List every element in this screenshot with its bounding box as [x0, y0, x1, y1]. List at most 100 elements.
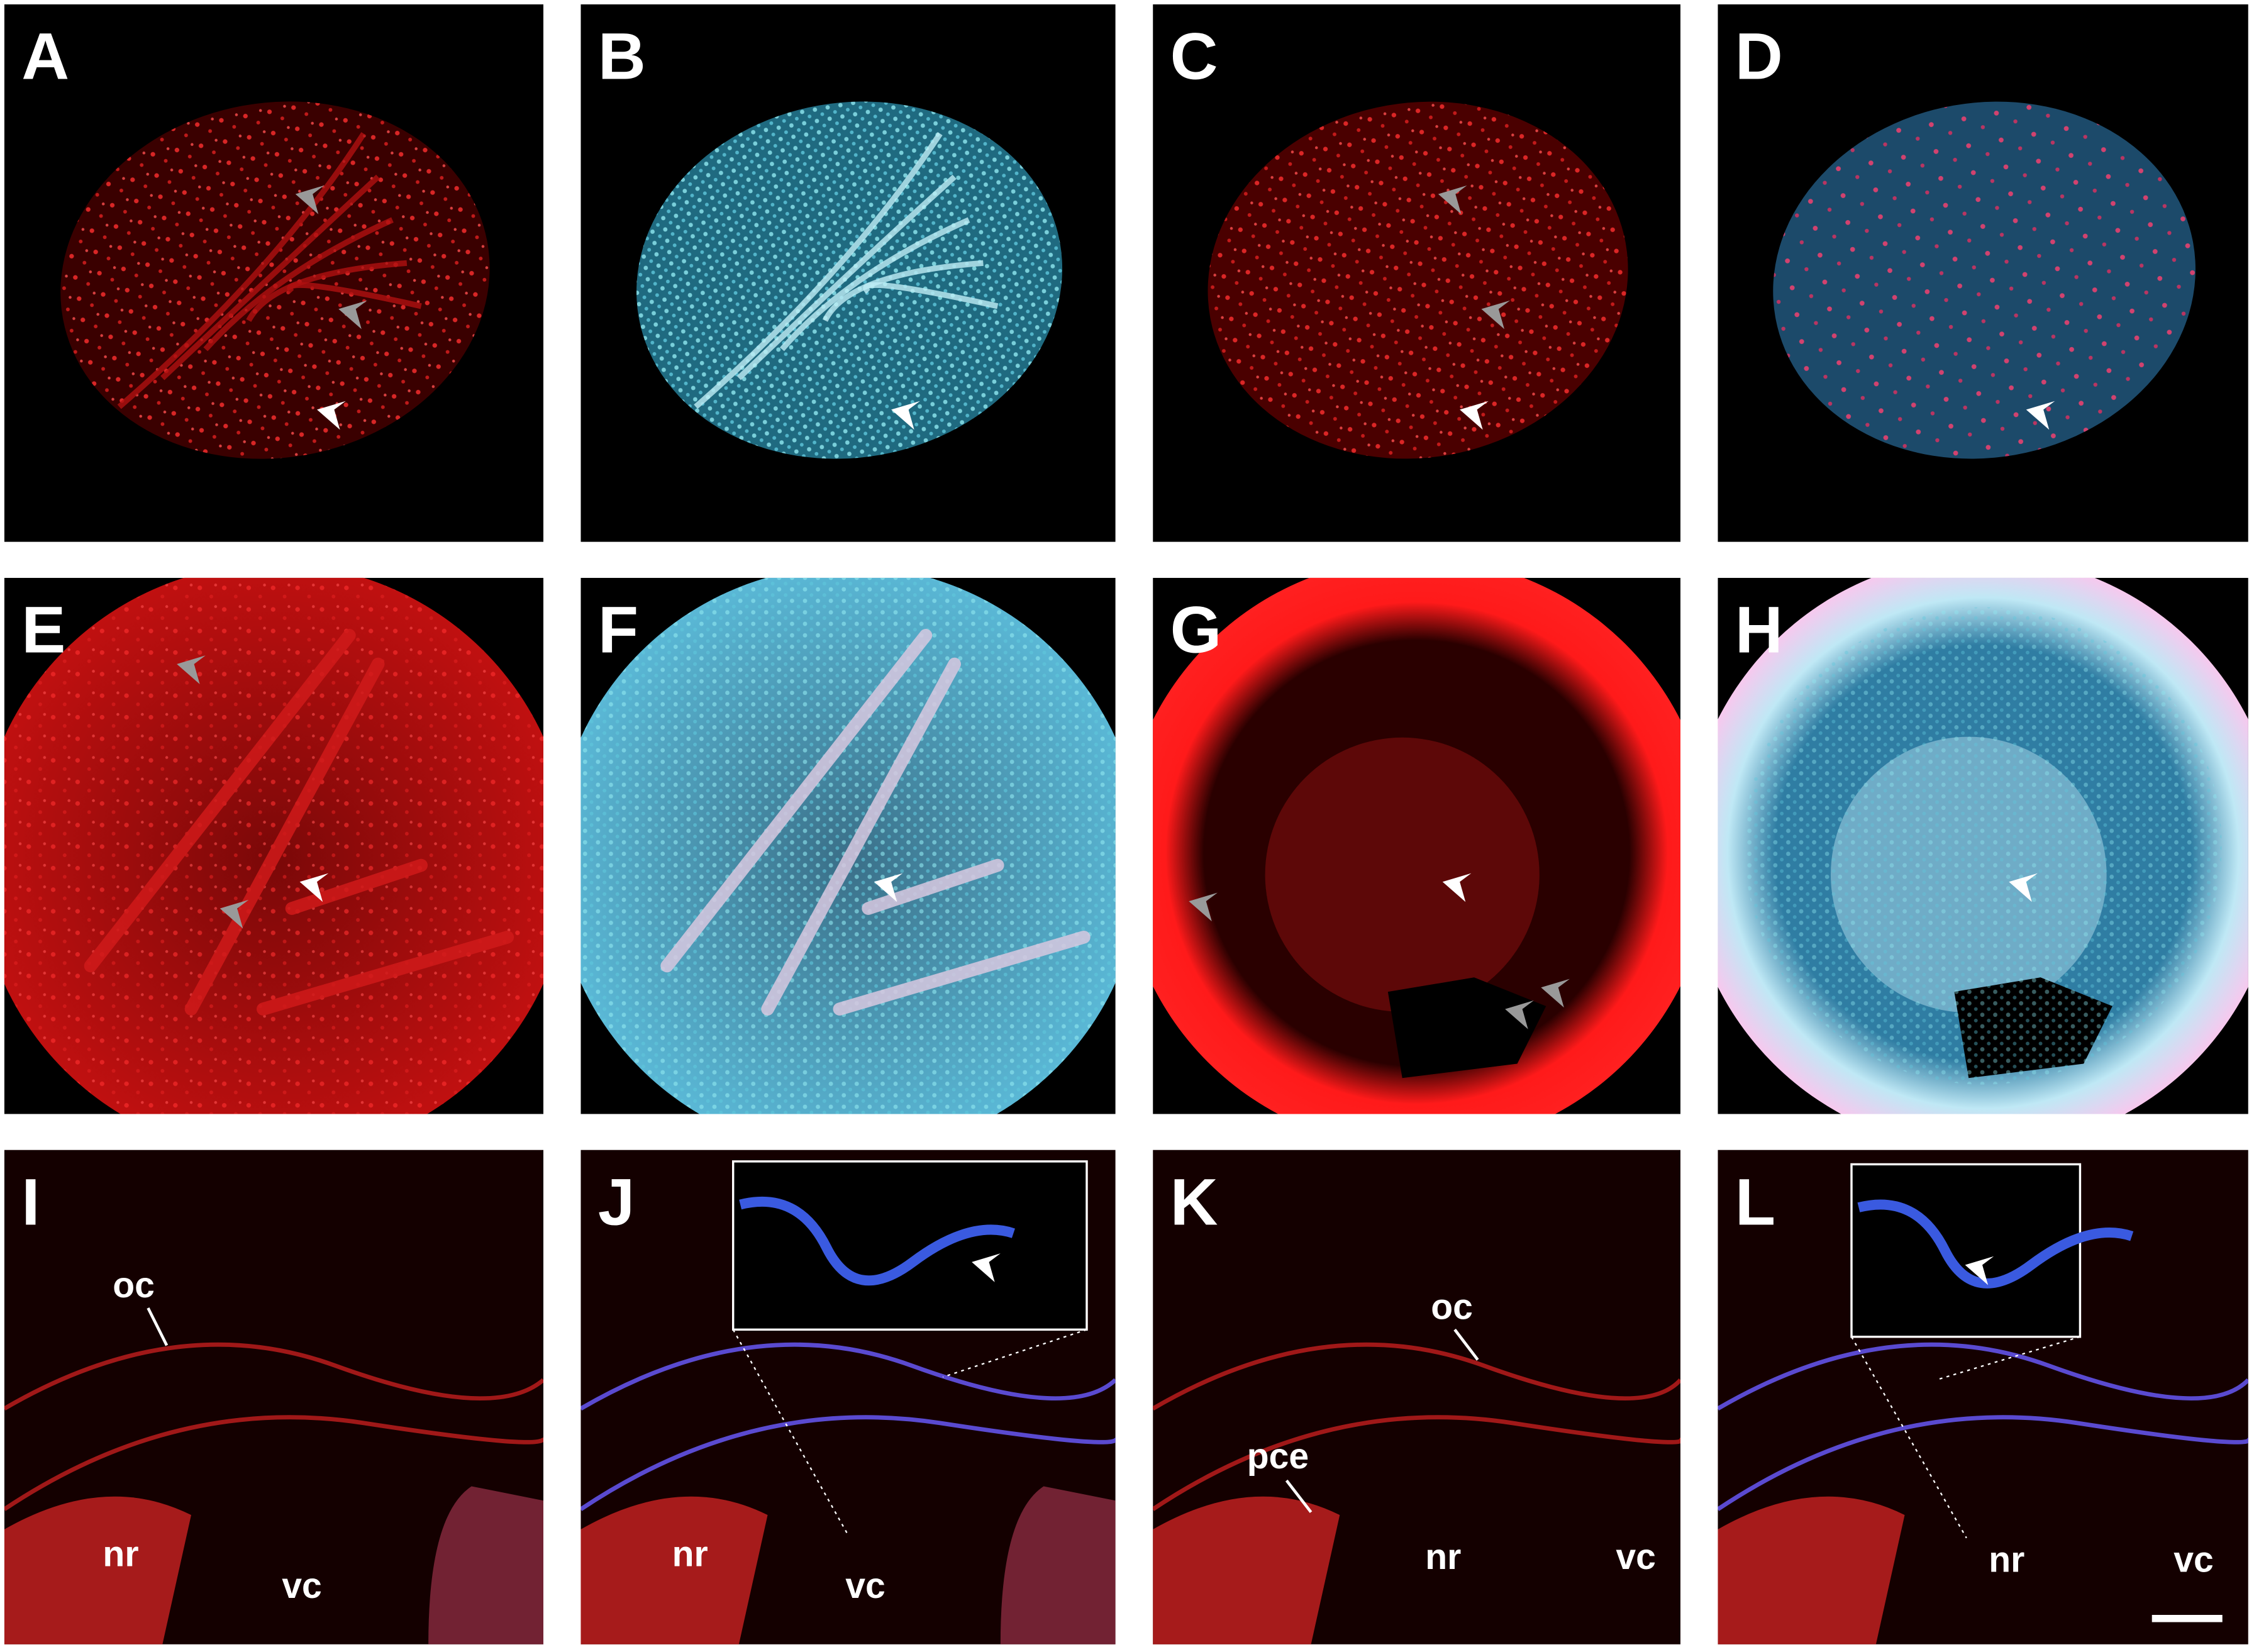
fiber [833, 931, 1091, 1016]
annotation: pce [1247, 1436, 1309, 1477]
tissue-texture [4, 577, 543, 1114]
neural-retina [428, 1486, 543, 1644]
membrane [1153, 1415, 1680, 1511]
membrane [1153, 1342, 1680, 1411]
fiber [660, 629, 933, 973]
fiber [117, 132, 367, 409]
arrowhead [299, 873, 329, 902]
fiber [863, 282, 999, 309]
panel: nr vc J [580, 1150, 1116, 1644]
tissue-texture [1744, 607, 2222, 1085]
inset [732, 1160, 1088, 1331]
tissue-texture [580, 577, 1116, 1114]
panel-label: D [1735, 20, 1783, 94]
panel-label: F [598, 594, 638, 667]
neural-retina [580, 1496, 768, 1644]
arrowhead [2009, 873, 2038, 902]
panel: oc pce nr vc K [1153, 1150, 1680, 1644]
panel: G [1153, 577, 1680, 1114]
neural-retina [4, 1496, 191, 1644]
fiber [862, 858, 1004, 915]
fiber [779, 217, 970, 352]
panel: D [1718, 4, 2248, 542]
tissue-texture [1208, 101, 1628, 459]
membrane [580, 1342, 1116, 1411]
leader-line [147, 1307, 169, 1346]
inset-cells [1857, 1199, 2134, 1289]
hole [1387, 977, 1546, 1078]
fiber [694, 132, 943, 409]
panel-label: H [1735, 594, 1783, 667]
panel-label: G [1170, 594, 1222, 667]
annotation: vc [845, 1566, 886, 1606]
membrane [1718, 1415, 2248, 1511]
inset-cells [739, 1196, 1015, 1286]
arrowhead [1481, 300, 1511, 330]
panel-label: C [1170, 20, 1218, 94]
arrowhead [1541, 978, 1570, 1008]
panel: C [1153, 4, 1680, 542]
annotation: nr [1989, 1540, 2024, 1580]
fiber [287, 282, 422, 309]
tissue-texture [636, 101, 1063, 459]
membrane [4, 1342, 543, 1411]
panel: E [4, 577, 543, 1114]
tissue-texture [1773, 101, 2196, 459]
panel: F [580, 577, 1116, 1114]
panel: H [1718, 577, 2248, 1114]
arrowhead [891, 401, 920, 430]
panel-label: I [21, 1165, 40, 1239]
arrowhead [972, 1253, 1001, 1282]
fiber [736, 174, 957, 380]
membrane [4, 1415, 543, 1511]
panel: oc nr vc I [4, 1150, 543, 1644]
membrane [1718, 1342, 2248, 1411]
arrowhead [219, 899, 249, 929]
inset-leader [1851, 1336, 1967, 1539]
arrowhead [1189, 892, 1218, 922]
arrowhead [1505, 1000, 1534, 1029]
neural-retina [1153, 1496, 1340, 1644]
arrowhead [1460, 401, 1489, 430]
annotation: vc [1616, 1537, 1656, 1577]
leader-line [1285, 1479, 1313, 1513]
annotation: nr [103, 1534, 138, 1575]
fiber [285, 858, 428, 915]
panel-label: J [598, 1165, 635, 1239]
arrowhead [2026, 401, 2055, 430]
panel-label: A [21, 20, 69, 94]
inset-leader [732, 1329, 849, 1536]
panel-label: B [598, 20, 646, 94]
arrowhead [1965, 1256, 1994, 1285]
panel: nr vc L [1718, 1150, 2248, 1644]
annotation: nr [1425, 1537, 1461, 1577]
annotation: oc [1431, 1287, 1473, 1327]
arrowhead [874, 873, 903, 902]
panel-label: E [21, 594, 65, 667]
annotation: oc [113, 1265, 155, 1306]
inset [1850, 1163, 2082, 1338]
fiber [761, 657, 961, 1016]
arrowhead [338, 300, 367, 330]
fiber [184, 657, 385, 1016]
membrane [580, 1415, 1116, 1511]
fiber [160, 174, 380, 380]
leader-line [1453, 1328, 1479, 1361]
tissue-center [1265, 737, 1540, 1012]
arrowhead [1438, 185, 1467, 214]
arrowhead [317, 401, 346, 430]
fiber [203, 217, 394, 352]
annotation: vc [282, 1566, 322, 1606]
arrowhead [177, 655, 206, 685]
neural-retina [1000, 1486, 1116, 1644]
fiber [257, 931, 514, 1016]
neural-retina [1718, 1496, 1905, 1644]
arrowhead [295, 185, 325, 214]
annotation: nr [672, 1534, 708, 1575]
panel: A [4, 4, 543, 542]
panel-label: K [1170, 1165, 1218, 1239]
fiber [84, 629, 356, 973]
panel: B [580, 4, 1116, 542]
arrowhead [1442, 873, 1472, 902]
